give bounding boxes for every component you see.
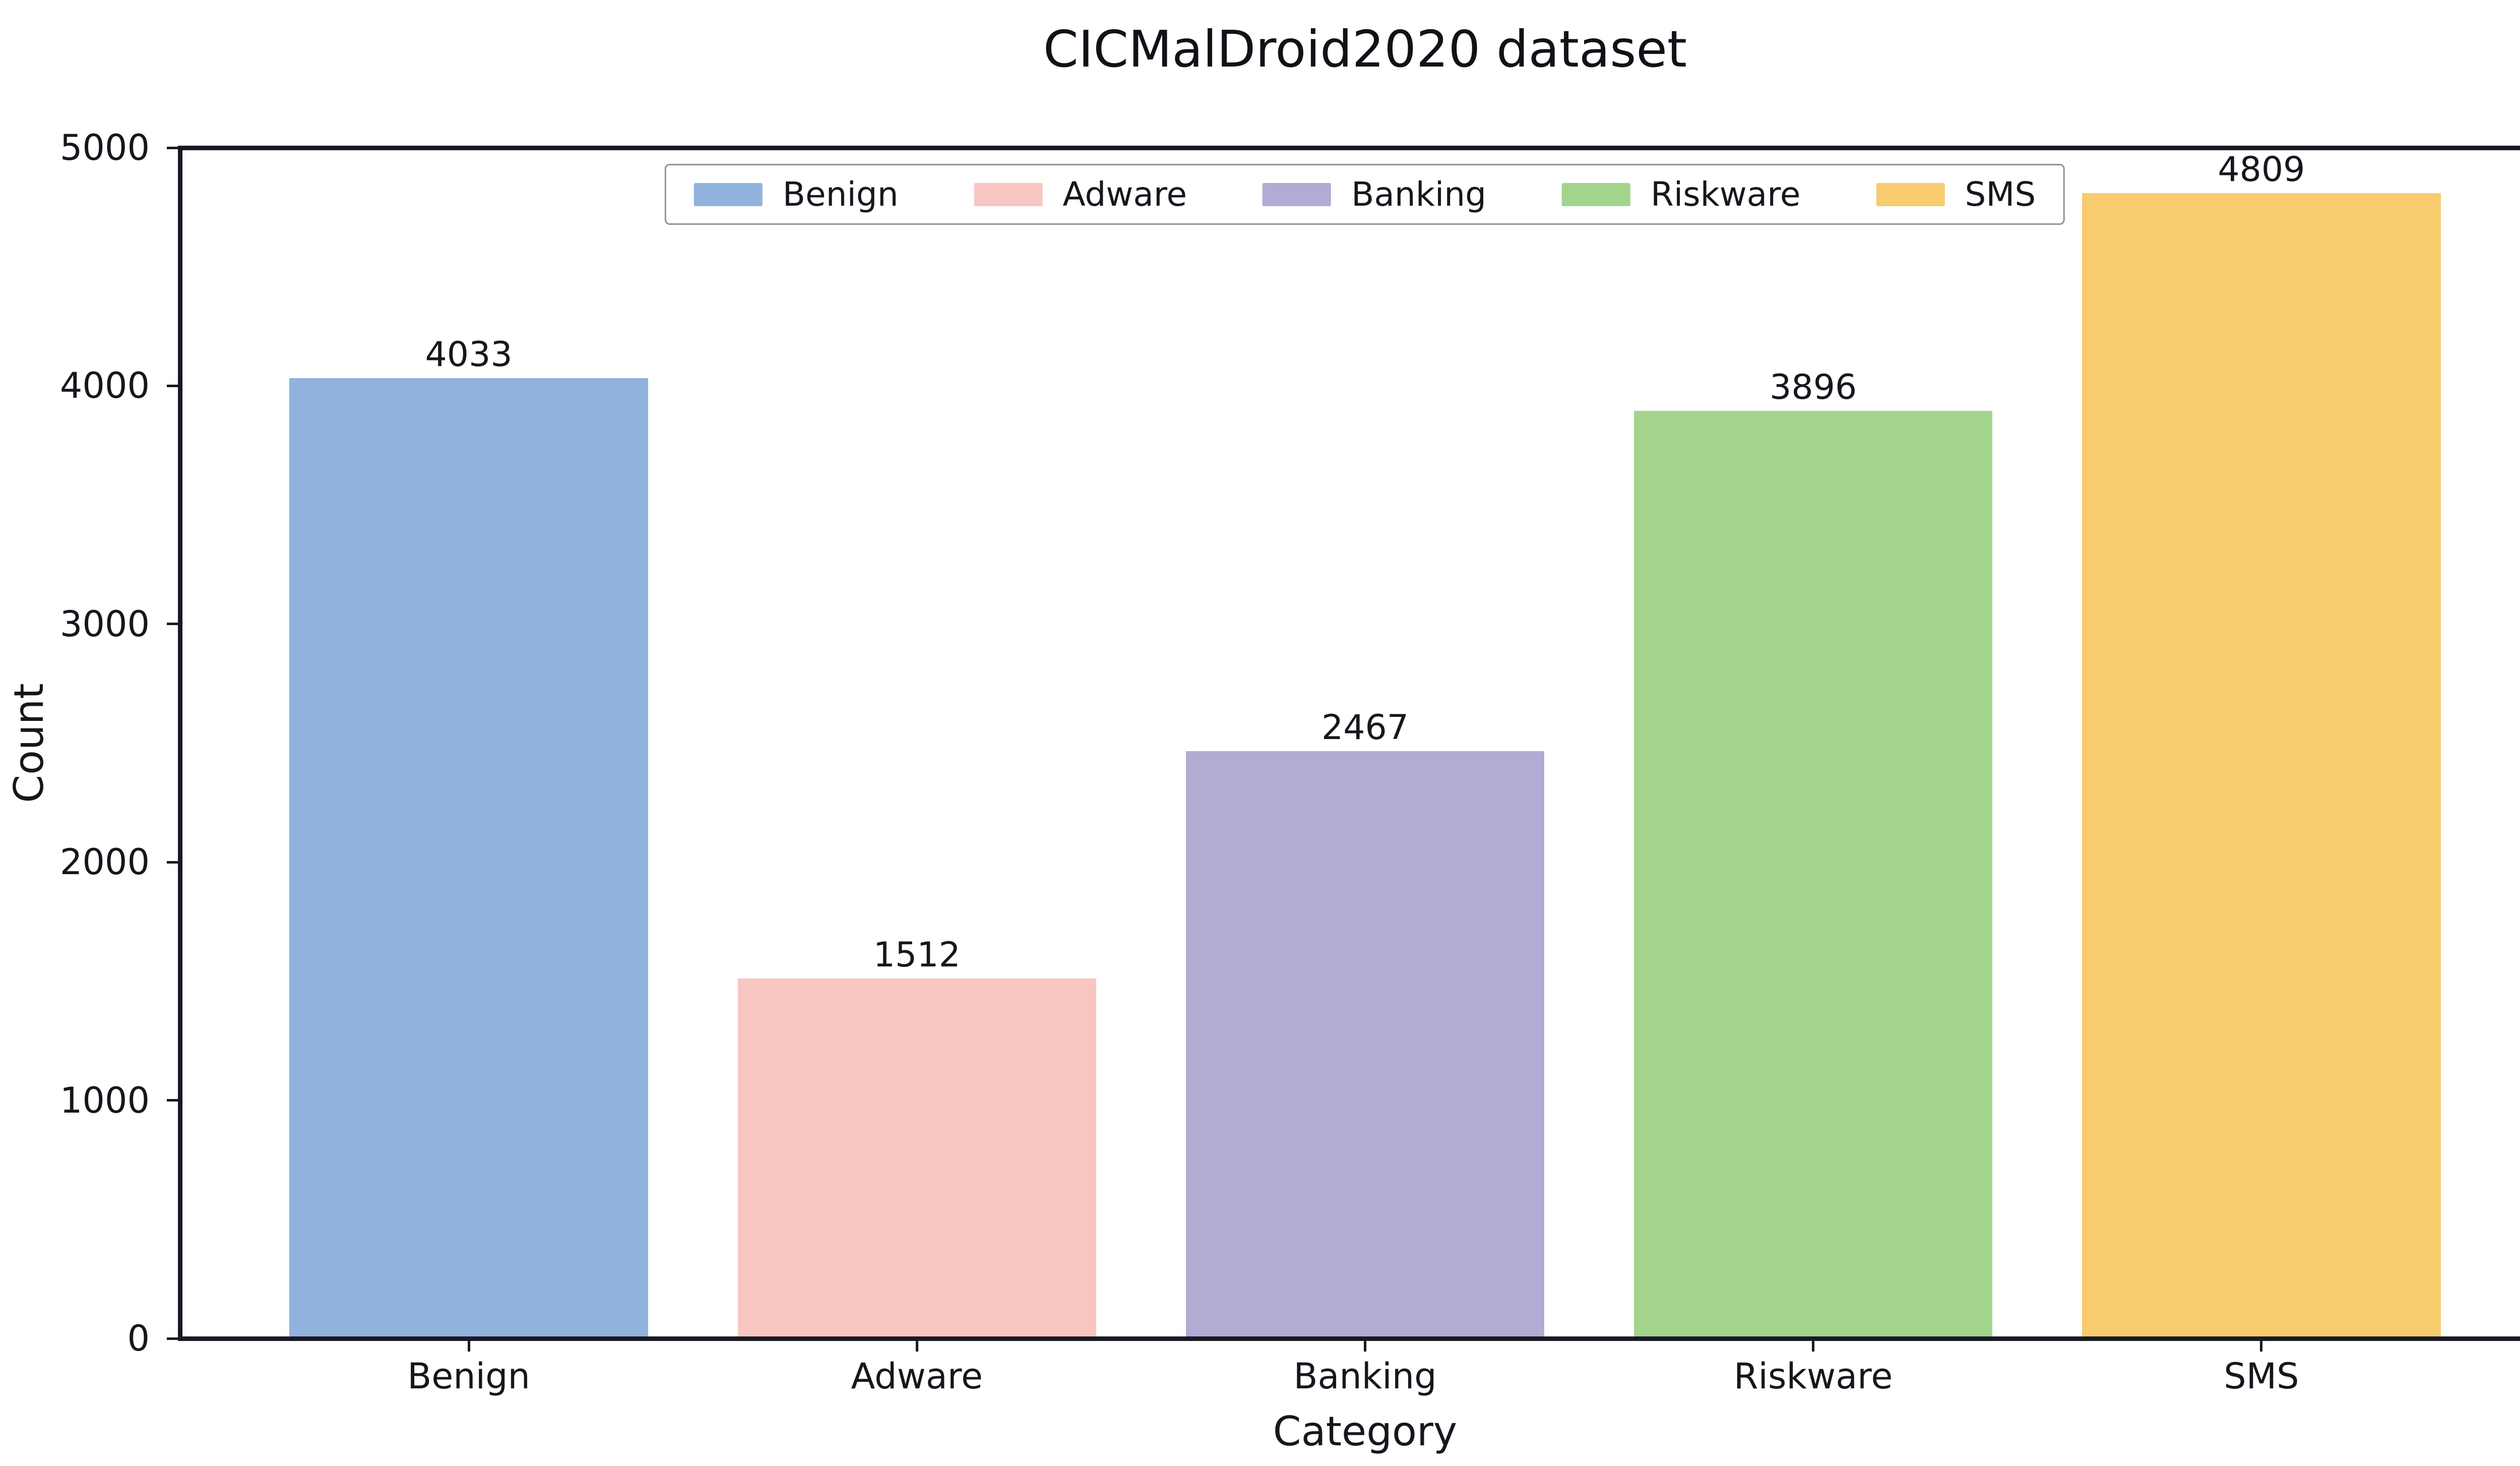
legend-item-adware: Adware	[974, 174, 1187, 215]
bar-value-label-banking: 2467	[1321, 707, 1409, 748]
x-tick-label-sms: SMS	[2224, 1356, 2299, 1397]
legend-item-sms: SMS	[1876, 174, 2036, 215]
x-tick-label-adware: Adware	[851, 1356, 983, 1397]
y-tick-mark-0	[167, 1337, 178, 1340]
x-tick-mark-sms	[2260, 1340, 2263, 1352]
bar-value-label-benign: 4033	[425, 334, 513, 375]
legend-item-benign: Benign	[694, 174, 899, 215]
bottom-axis-spine	[177, 1336, 2520, 1341]
x-tick-mark-riskware	[1812, 1340, 1815, 1352]
y-tick-mark-4000	[167, 384, 178, 387]
bar-adware	[737, 978, 1096, 1340]
y-tick-mark-5000	[167, 146, 178, 149]
x-tick-mark-adware	[915, 1340, 918, 1352]
y-tick-label-1000: 1000	[59, 1079, 150, 1121]
y-tick-label-2000: 2000	[59, 841, 150, 883]
x-axis-label: Category	[1273, 1408, 1458, 1455]
bar-banking	[1185, 751, 1545, 1340]
y-tick-mark-2000	[167, 861, 178, 864]
legend-swatch-riskware	[1561, 182, 1630, 206]
legend-swatch-benign	[694, 182, 763, 206]
chart-title: CICMalDroid2020 dataset	[1043, 20, 1687, 79]
x-tick-mark-banking	[1364, 1340, 1366, 1352]
legend-swatch-adware	[974, 182, 1043, 206]
y-tick-mark-1000	[167, 1099, 178, 1102]
bar-sms	[2082, 193, 2441, 1340]
legend-swatch-sms	[1876, 182, 1945, 206]
bar-riskware	[1634, 410, 1993, 1340]
bar-value-label-riskware: 3896	[1770, 367, 1857, 407]
bar-value-label-adware: 1512	[873, 935, 961, 975]
legend-label-benign: Benign	[782, 174, 899, 214]
bar-benign	[289, 378, 648, 1340]
legend-swatch-banking	[1263, 182, 1332, 206]
y-tick-label-0: 0	[127, 1318, 150, 1359]
y-tick-label-5000: 5000	[59, 127, 150, 168]
y-tick-label-3000: 3000	[59, 603, 150, 645]
x-tick-label-banking: Banking	[1293, 1356, 1437, 1397]
chart-legend: Benign Adware Banking Riskware SMS	[664, 164, 2065, 225]
legend-label-sms: SMS	[1965, 174, 2036, 214]
y-tick-mark-3000	[167, 623, 178, 626]
top-axis-spine	[177, 145, 2520, 150]
y-axis-label: Count	[6, 683, 52, 803]
legend-label-adware: Adware	[1062, 174, 1187, 214]
x-tick-mark-benign	[467, 1340, 470, 1352]
left-axis-spine	[177, 145, 182, 1341]
legend-label-riskware: Riskware	[1650, 174, 1801, 214]
legend-item-riskware: Riskware	[1561, 174, 1801, 215]
legend-label-banking: Banking	[1351, 174, 1486, 214]
legend-item-banking: Banking	[1263, 174, 1486, 215]
bar-value-label-sms: 4809	[2218, 150, 2305, 190]
y-tick-label-4000: 4000	[59, 365, 150, 407]
x-tick-label-riskware: Riskware	[1733, 1356, 1893, 1397]
x-tick-label-benign: Benign	[407, 1356, 530, 1397]
